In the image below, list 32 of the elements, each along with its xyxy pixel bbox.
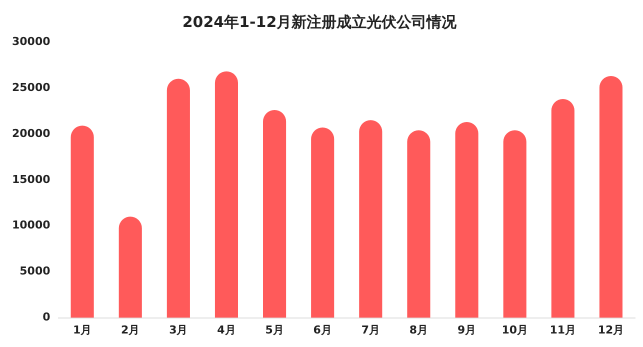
x-tick-label: 9月	[457, 323, 476, 336]
bar	[311, 128, 334, 318]
bar	[70, 126, 94, 318]
x-tick-label: 5月	[265, 323, 284, 336]
bar	[214, 71, 238, 318]
y-tick-label: 0	[42, 310, 51, 324]
x-tick-label: 4月	[217, 323, 236, 336]
bar	[359, 120, 382, 318]
bar	[551, 99, 574, 318]
y-tick-label: 20000	[12, 126, 51, 140]
x-tick-label: 11月	[550, 323, 576, 336]
x-tick-label: 7月	[361, 323, 380, 336]
x-tick-label: 3月	[169, 323, 188, 336]
x-tick-label: 10月	[502, 323, 528, 336]
x-tick-label: 12月	[598, 323, 624, 336]
bar	[166, 78, 190, 318]
bar	[118, 216, 142, 318]
bar	[455, 122, 478, 318]
x-tick-label: 1月	[72, 323, 92, 336]
y-tick-label: 30000	[12, 34, 51, 48]
y-tick-label: 25000	[12, 80, 51, 94]
y-tick-label: 10000	[12, 218, 51, 232]
chart-title: 2024年1-12月新注册成立光伏公司情况	[182, 12, 458, 31]
y-tick-label: 5000	[20, 264, 51, 278]
x-tick-label: 6月	[313, 323, 332, 336]
bar	[503, 130, 526, 318]
x-tick-label: 8月	[409, 323, 428, 336]
bar	[599, 76, 623, 318]
y-tick-label: 15000	[12, 172, 51, 186]
x-tick-label: 2月	[121, 323, 140, 336]
bar	[263, 110, 286, 318]
bar	[407, 130, 430, 318]
